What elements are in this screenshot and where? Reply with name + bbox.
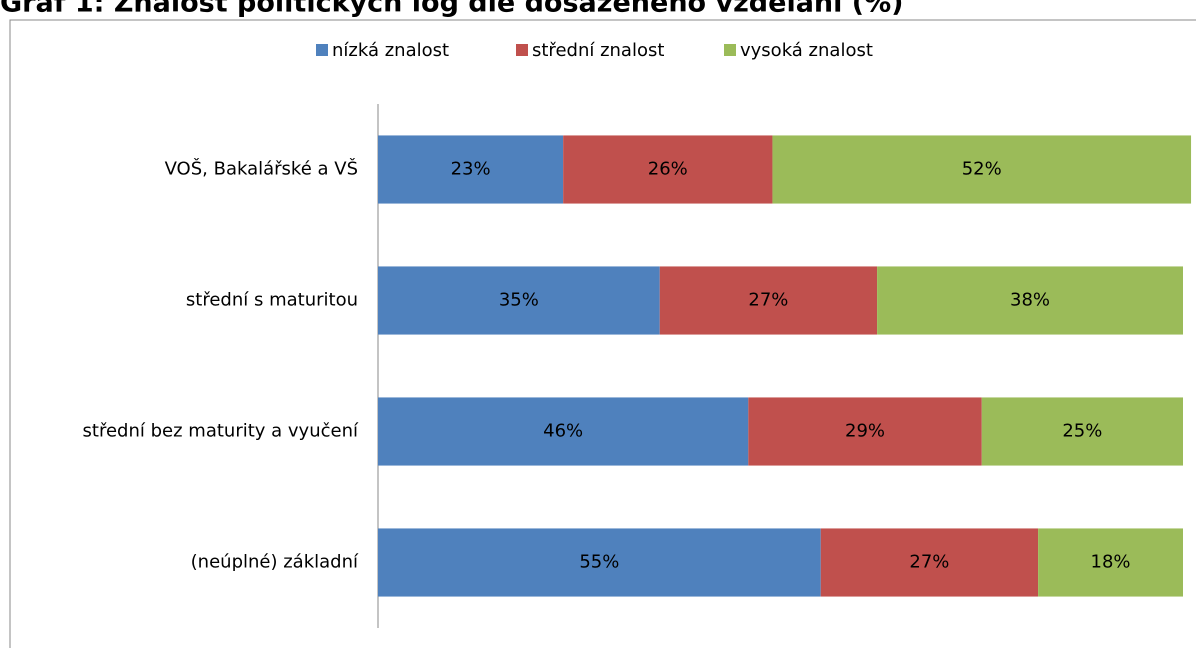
data-label: 29%	[845, 421, 885, 442]
data-label: 27%	[748, 290, 788, 311]
bar-segment	[378, 135, 564, 204]
data-label: 23%	[451, 159, 491, 180]
legend-swatch	[724, 44, 736, 56]
data-label: 27%	[909, 552, 949, 573]
bar-segment	[981, 397, 1183, 466]
chart-title: Graf 1: Znalost politických log dle dosa…	[0, 0, 904, 19]
bar-segment	[877, 266, 1183, 335]
data-label: 35%	[499, 290, 539, 311]
legend-swatch	[516, 44, 528, 56]
y-tick-label: VOŠ, Bakalářské a VŠ	[165, 158, 358, 180]
bar-segment	[659, 266, 878, 335]
bar-segment	[748, 397, 982, 466]
data-label: 25%	[1062, 421, 1102, 442]
bar-segment	[378, 266, 660, 335]
legend-swatch	[316, 44, 328, 56]
data-label: 26%	[648, 159, 688, 180]
data-label: 55%	[579, 552, 619, 573]
bar-segment	[378, 397, 749, 466]
legend-label: střední znalost	[532, 40, 664, 61]
bar-segment	[563, 135, 773, 204]
legend-label: vysoká znalost	[740, 40, 873, 61]
bar-segment	[820, 528, 1039, 597]
data-label: 38%	[1010, 290, 1050, 311]
bar-segment	[378, 528, 821, 597]
data-label: 18%	[1091, 552, 1131, 573]
y-tick-label: střední bez maturity a vyučení	[83, 421, 359, 442]
legend-label: nízká znalost	[332, 40, 449, 61]
y-tick-label: střední s maturitou	[186, 290, 358, 311]
y-tick-label: (neúplné) základní	[191, 552, 359, 573]
data-label: 52%	[962, 159, 1002, 180]
bar-segment	[772, 135, 1192, 204]
data-label: 46%	[543, 421, 583, 442]
bar-segment	[1038, 528, 1183, 597]
